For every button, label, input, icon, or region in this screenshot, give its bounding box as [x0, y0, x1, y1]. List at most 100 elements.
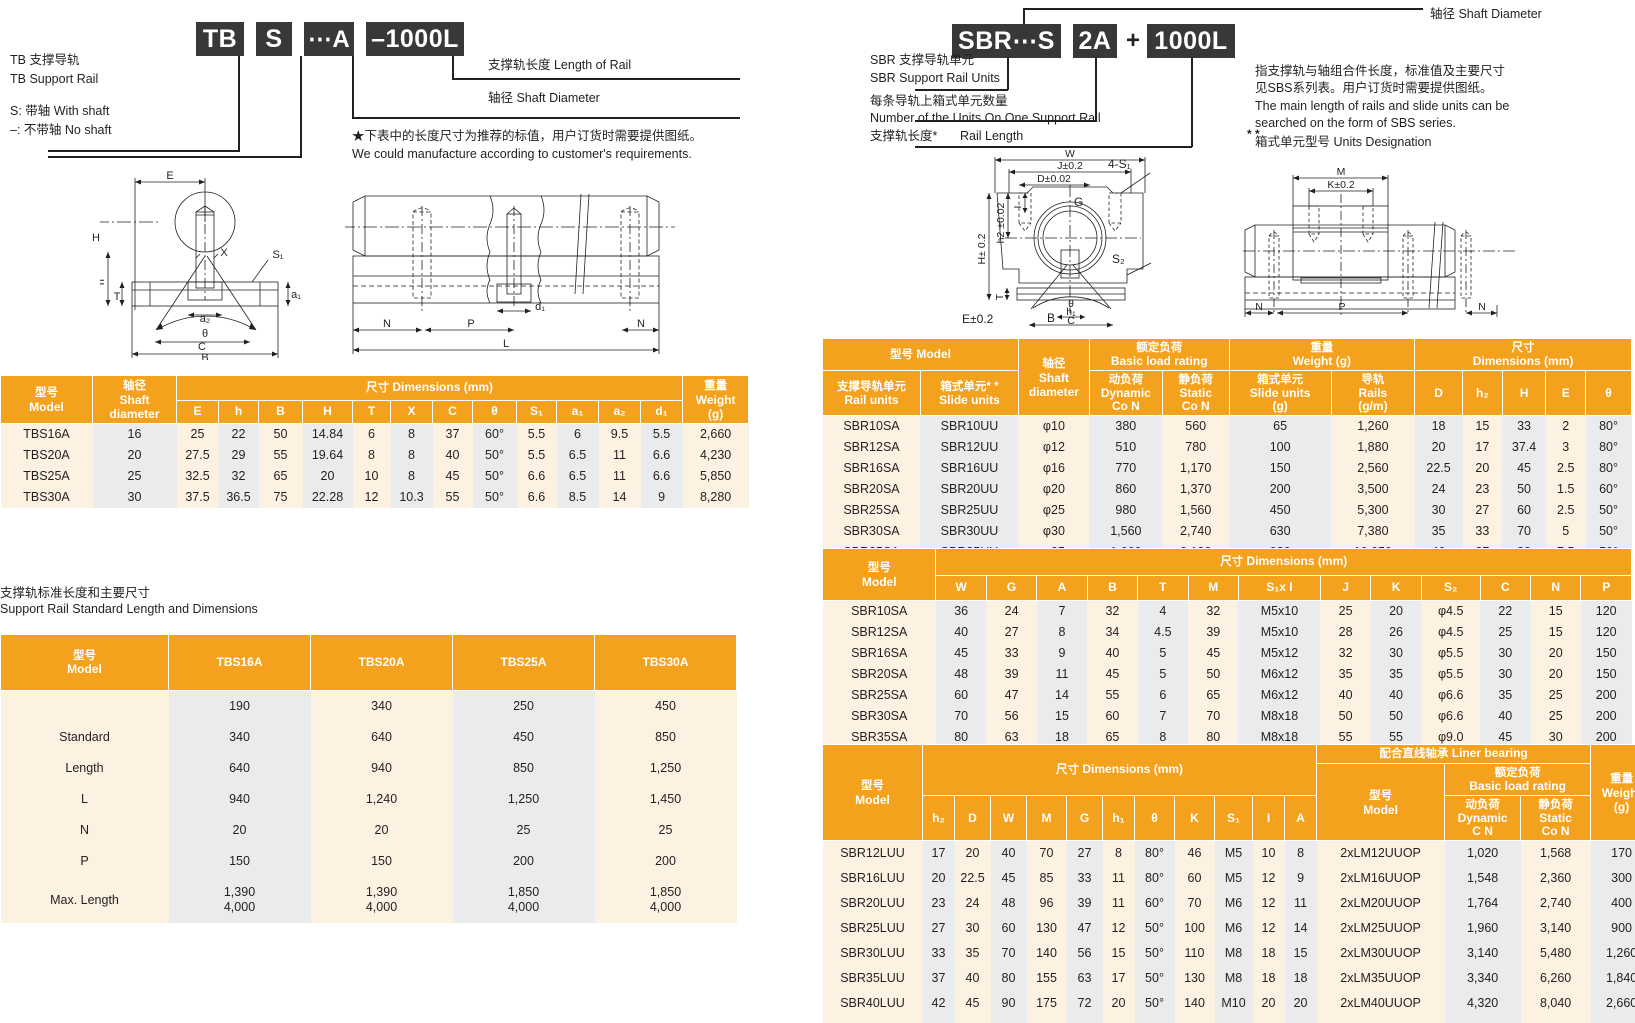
th-sbr-load-cn: 额定负荷 — [1136, 342, 1183, 354]
cell-shaft: 30 — [92, 487, 177, 508]
cell-dim: 70 — [1174, 891, 1215, 916]
cell-dim: 47 — [986, 685, 1037, 706]
th-col-H: H — [302, 399, 353, 425]
cell-dim: 17 — [922, 840, 955, 866]
cell-dim: 42 — [922, 991, 955, 1016]
th-sbrd-col-S1xl: S₁x l — [1237, 574, 1321, 602]
cell-dim: 6.5 — [556, 445, 599, 466]
cell-dim: 20 — [954, 840, 991, 866]
table-row: TBS25A 25 32.5 32 65 20 10 8 45 50° 6.6 6.5 11 6.6 5,8… — [0, 466, 749, 487]
label-C-sbr: C — [1067, 315, 1075, 327]
th-sbr-dyn-en2: Co N — [1111, 399, 1140, 413]
label-P: P — [467, 318, 474, 330]
callout-shaft-diameter-right: 轴径 Shaft Diameter — [1430, 7, 1542, 21]
cell-dim: 56 — [986, 706, 1037, 727]
table-row: SBR10SA 36 24 7 32 4 32 M5x10 25 20 φ4.5 22 15 120 — [822, 600, 1632, 622]
cell-dim: 30 — [1370, 643, 1422, 664]
cell-liner-model: 2xLM25UUOP — [1316, 916, 1445, 941]
table-row: SBR12SA SBR12UU φ12 510 780 100 1,880 20 17 37.4 3… — [822, 437, 1632, 458]
cell-static: 1,560 — [1162, 500, 1230, 521]
cell-dim: 8 — [1137, 727, 1189, 748]
cell-static: 2,360 — [1520, 866, 1591, 891]
cell-dim: 50° — [1585, 521, 1632, 542]
th-std-tbs16a: TBS16A — [168, 634, 311, 691]
table-row: SBR35LUU 37 40 80 155 63 17 50° 130 M8 18 18 2xLM35U… — [822, 966, 1635, 991]
label-P-sbr: P — [1338, 301, 1345, 313]
th-luu-liner-group: 配合直线轴承 Liner bearing — [1316, 744, 1592, 764]
cell-dim: 40 — [1320, 685, 1371, 706]
sbr-luu-table: 型号 Model 尺寸 Dimensions (mm) 配合直线轴承 Liner… — [822, 744, 1635, 1023]
cell-dim: 50° — [472, 466, 517, 487]
cell-dim: 14 — [1284, 916, 1317, 941]
code-box-a: ⋯A — [304, 22, 354, 56]
cell-slide-unit: SBR16UU — [920, 458, 1019, 479]
label-E-sbr: E±0.2 — [962, 312, 994, 326]
cell-static: 780 — [1162, 437, 1230, 458]
cell-dim: 10.3 — [390, 487, 433, 508]
th-sbr-rail-units-cn: 支撑导轨单元 — [836, 380, 906, 393]
cell-dim: 27 — [986, 622, 1037, 643]
th-sbr-wslide-cn: 箱式单元 — [1257, 374, 1304, 386]
code-box-sbr: SBR⋯S — [952, 24, 1061, 58]
cell-dim: M8 — [1214, 941, 1253, 966]
cell-model: SBR30LUU — [822, 941, 923, 966]
cell-weight: 5,850 — [682, 466, 749, 487]
cell-dim: 5.5 — [516, 423, 557, 445]
table-row: SBR30SA 70 56 15 60 7 70 M8x18 50 50 φ6.6 40 25 200 — [822, 706, 1632, 727]
th-luu-col-A: A — [1283, 795, 1318, 841]
th-sbr-weight-cn: 重量 — [1310, 342, 1334, 354]
th-luu-dims-en: Dimensions (mm) — [1082, 762, 1184, 776]
cell-dim: 39 — [1066, 891, 1103, 916]
table-row: SBR20SA 48 39 11 45 5 50 M6x12 35 35 φ5.5 30 20 150 — [822, 664, 1632, 685]
th-sbr-weight-group: 重量 Weight (g) — [1228, 338, 1416, 371]
cell-dim: 100 — [1174, 916, 1215, 941]
sbr-luu-table-wrap: 型号 Model 尺寸 Dimensions (mm) 配合直线轴承 Liner… — [822, 744, 1635, 1023]
table-row: N 20 20 25 25 — [0, 815, 737, 846]
cell-dim: 14 — [1036, 685, 1088, 706]
cell-dim: 30 — [1480, 643, 1531, 664]
cell-dim: 12 — [1252, 866, 1285, 891]
cell-dim: 22.5 — [1414, 458, 1463, 479]
th-sbr-dyn-cn: 动负荷 — [1108, 374, 1144, 386]
th-luu-dyn-en2: C N — [1472, 824, 1493, 838]
cell-length: 25 — [452, 815, 595, 846]
th-sbrd-col-W: W — [935, 574, 987, 602]
th-shaft-en1: Shaft — [119, 393, 150, 407]
cell-dim: 20 — [1284, 991, 1317, 1016]
cell-dim: 50° — [472, 487, 517, 508]
cell-dim: 33 — [1502, 415, 1546, 437]
th-luu-weight-cn: 重量 — [1610, 773, 1634, 785]
th-luu-sta-en2: Co N — [1541, 824, 1570, 838]
cell-rail-unit: SBR20SA — [822, 479, 921, 500]
cell-dim: 5 — [1545, 521, 1586, 542]
cell-dim: 60 — [990, 916, 1027, 941]
th-sbrd-col-B: B — [1086, 574, 1139, 602]
label-L: L — [503, 338, 509, 350]
cell-dim: 110 — [1174, 941, 1215, 966]
cell-dim: 175 — [1174, 1016, 1215, 1023]
leader-a-h — [352, 117, 740, 119]
cell-dim: M5 — [1214, 840, 1253, 866]
th-sbr-sta-en1: Static — [1179, 386, 1213, 400]
label-h1: h₁ — [1066, 306, 1076, 318]
leader-len-v — [452, 56, 454, 79]
cell-dim: 130 — [1174, 966, 1215, 991]
cell-model: SBR50LUU — [822, 1016, 923, 1023]
cell-dim: 50 — [1188, 664, 1239, 685]
th-sbr-shaft-en1: Shaft — [1038, 370, 1069, 385]
cell-dim: 80° — [1134, 840, 1175, 866]
th-std-model-en: Model — [67, 662, 102, 676]
cell-dim: 24 — [954, 891, 991, 916]
cell-dim: 37 — [922, 966, 955, 991]
th-sbr-slide-units-en: Slide units — [939, 392, 1000, 407]
th-sbr-static: 静负荷 Static Co N — [1161, 370, 1230, 416]
units-designation-mark: * * — [1247, 127, 1260, 141]
table-row: Max. Length 1,390 4,000 1,390 4,000 1,850 4,00… — [0, 877, 737, 923]
cell-dim: 11 — [598, 466, 641, 487]
cell-dim: 15 — [1462, 415, 1503, 437]
cell-model: SBR16LUU — [822, 866, 923, 891]
cell-dim: 25 — [1530, 685, 1581, 706]
cell-dim: 25 — [176, 423, 219, 445]
cell-dim: 50° — [1134, 991, 1175, 1016]
cell-weight-rail: 3,500 — [1331, 479, 1415, 500]
